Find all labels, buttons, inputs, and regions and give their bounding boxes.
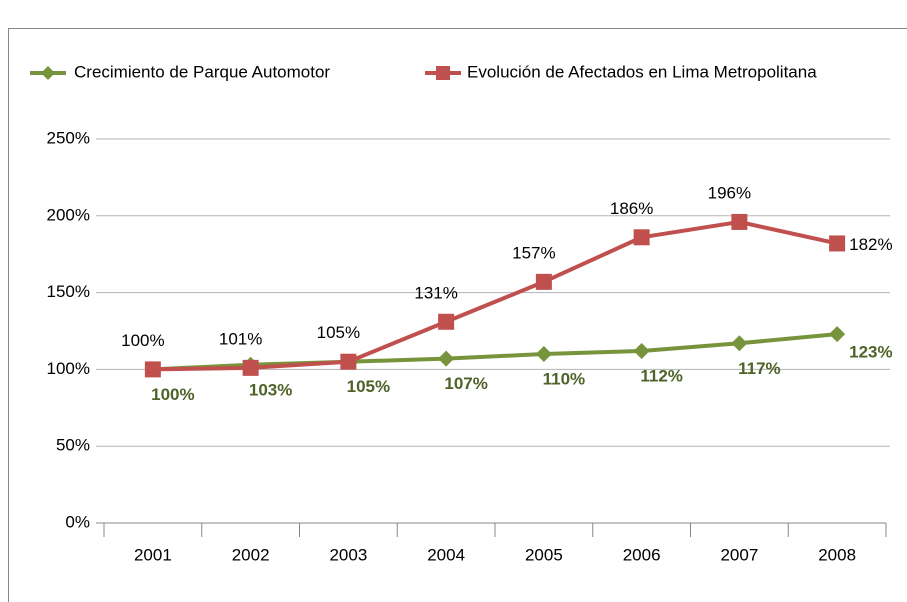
x-tick-label: 2004 (427, 545, 465, 564)
y-tick-label: 50% (56, 436, 90, 455)
data-label: 123% (849, 343, 892, 362)
data-point (633, 342, 650, 359)
data-label: 103% (249, 380, 292, 399)
x-tick-label: 2008 (818, 545, 856, 564)
data-point (242, 359, 259, 376)
data-point (829, 235, 846, 252)
data-label: 110% (543, 370, 586, 389)
x-tick-label: 2006 (623, 545, 661, 564)
x-tick-label: 2003 (329, 545, 367, 564)
y-tick-label: 0% (65, 512, 90, 531)
data-label: 107% (444, 374, 487, 393)
data-label: 196% (708, 183, 751, 202)
data-label: 105% (317, 323, 360, 342)
x-tick-label: 2001 (134, 545, 172, 564)
x-tick-label: 2007 (720, 545, 758, 564)
x-tick-label: 2002 (232, 545, 270, 564)
y-tick-label: 200% (47, 205, 90, 224)
data-point (535, 346, 552, 363)
data-point (731, 213, 748, 230)
series-line (152, 332, 838, 372)
data-label: 105% (347, 377, 390, 396)
y-tick-label: 100% (47, 359, 90, 378)
data-point (438, 350, 455, 367)
data-point (438, 313, 455, 330)
data-point (535, 273, 552, 290)
data-point (144, 361, 161, 378)
data-label: 157% (512, 243, 555, 262)
legend-label: Crecimiento de Parque Automotor (74, 62, 330, 81)
series-line (152, 219, 838, 372)
data-label: 101% (219, 329, 262, 348)
legend-marker (41, 66, 55, 80)
legend-marker (436, 66, 450, 80)
data-label: 112% (640, 366, 683, 385)
data-label: 100% (151, 385, 194, 404)
data-point (731, 335, 748, 352)
legend-label: Evolución de Afectados en Lima Metropoli… (467, 62, 817, 81)
data-point (829, 326, 846, 343)
y-tick-label: 250% (47, 128, 90, 147)
data-point (633, 229, 650, 246)
data-label: 100% (121, 331, 164, 350)
data-label: 186% (610, 199, 653, 218)
chart-frame (8, 28, 907, 602)
data-label: 182% (849, 235, 892, 254)
data-label: 131% (414, 283, 457, 302)
x-tick-label: 2005 (525, 545, 563, 564)
y-tick-label: 150% (47, 282, 90, 301)
data-label: 117% (738, 359, 781, 378)
data-point (340, 353, 357, 370)
